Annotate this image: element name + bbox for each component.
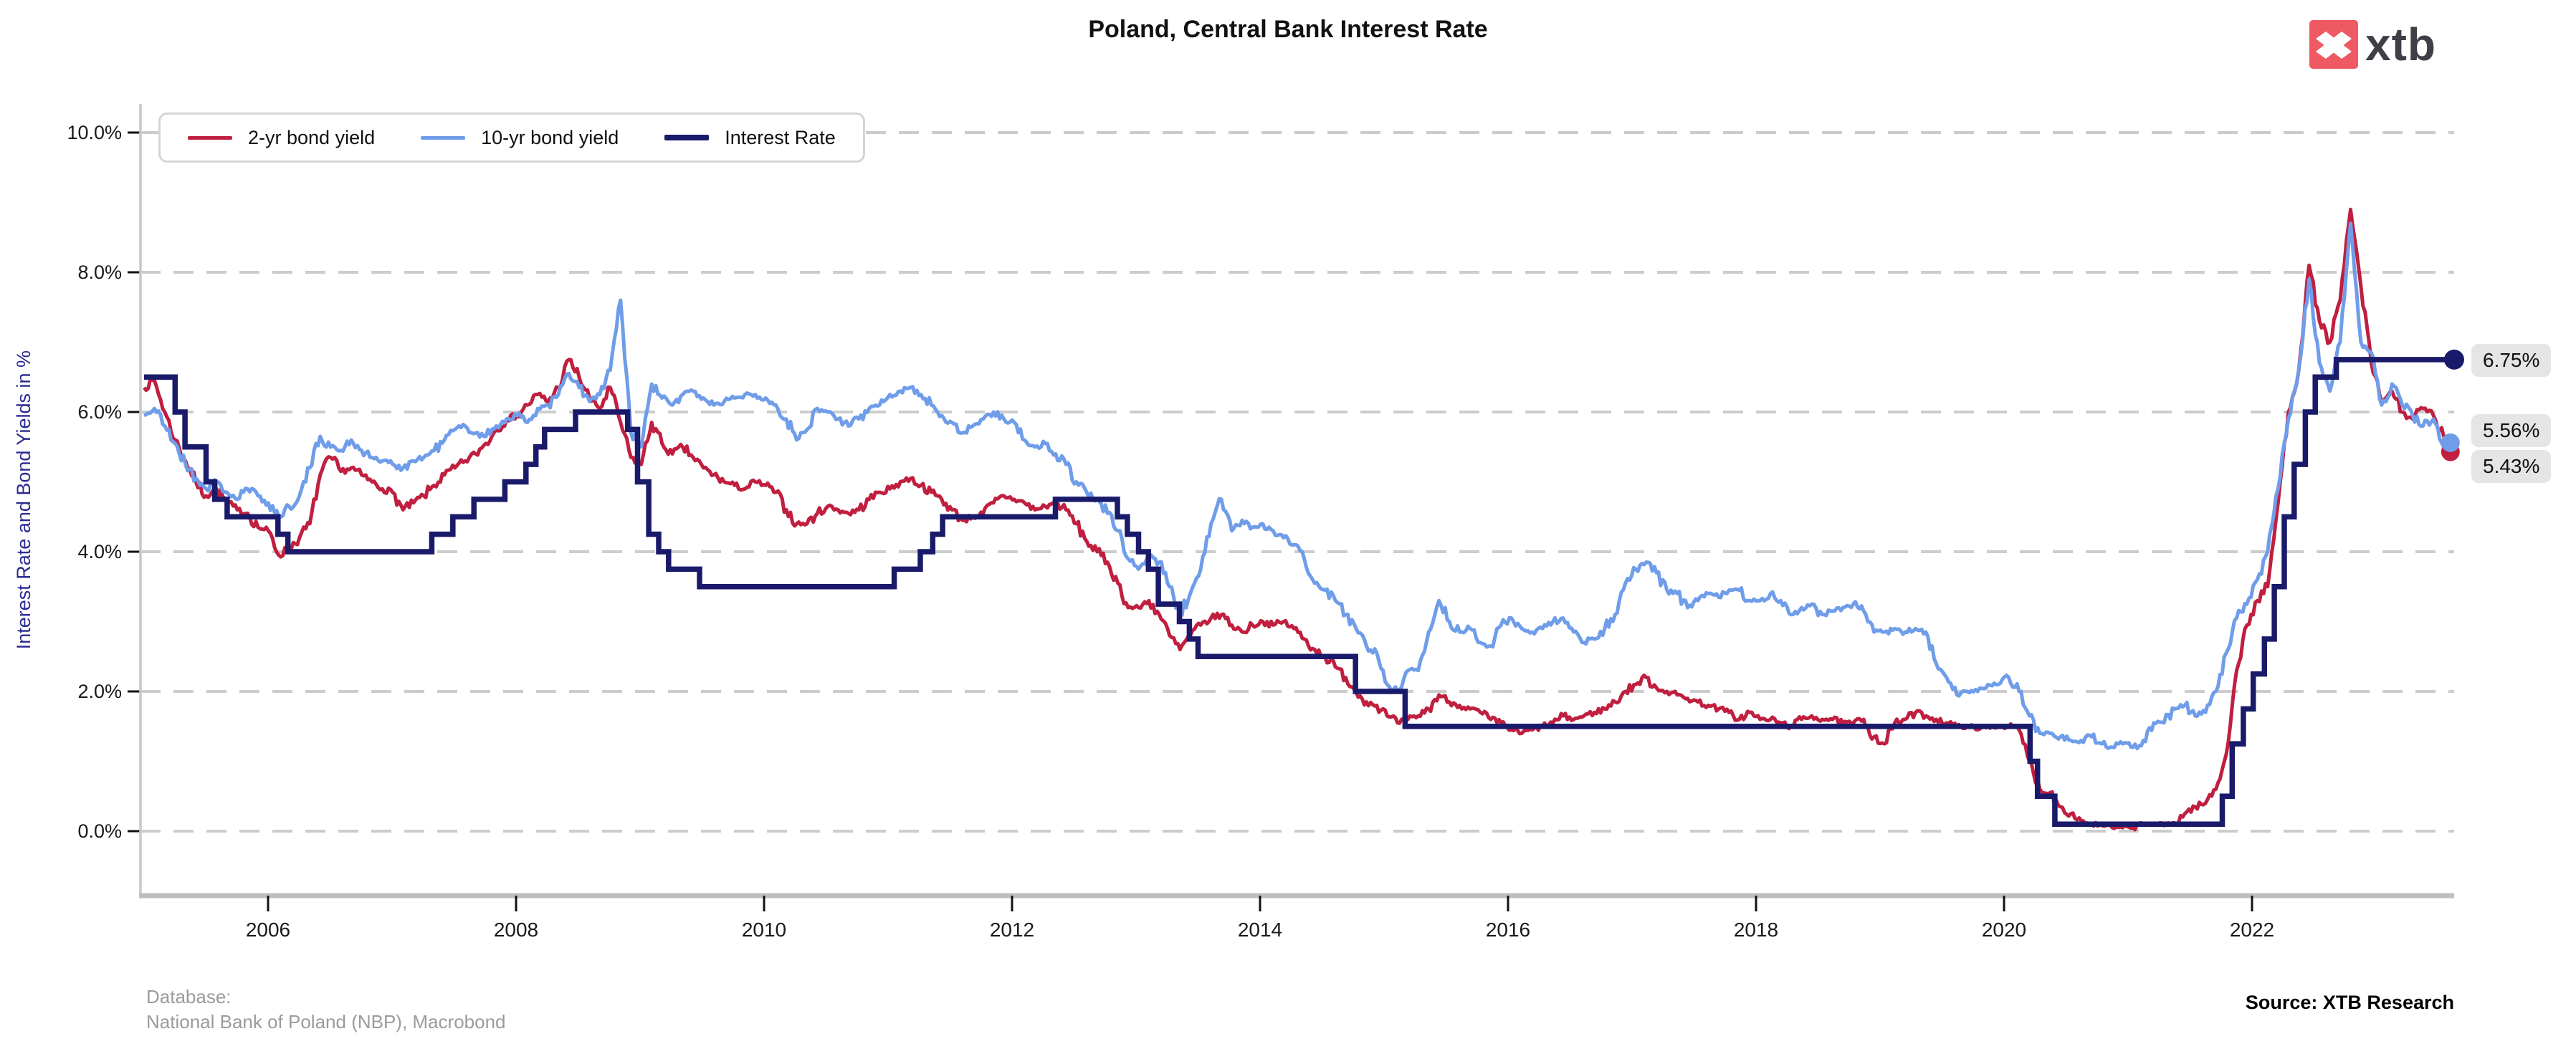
end-value-label: 5.43%: [2471, 450, 2552, 483]
y-tick-label: 8.0%: [77, 262, 122, 283]
end-value-label: 5.56%: [2471, 414, 2552, 447]
end-dot-10yr: [2441, 433, 2460, 452]
legend-line-swatch: [664, 135, 710, 140]
x-tick-label: 2018: [1734, 919, 1778, 941]
source-text: Source: XTB Research: [2245, 992, 2454, 1013]
legend-item-1: 2-yr bond yield: [188, 127, 375, 149]
legend-label: 2-yr bond yield: [248, 126, 376, 148]
database-label: Database:: [146, 986, 232, 1007]
legend: 2-yr bond yield 10-yr bond yield Interest …: [158, 112, 865, 163]
series-10yr-bond-yield: [143, 221, 2456, 751]
series-interest-rate: [143, 357, 2454, 828]
database-value: National Bank of Poland (NBP), Macrobond: [146, 1011, 506, 1032]
x-tick-label: 2020: [1982, 919, 2026, 941]
y-tick-label: 4.0%: [77, 541, 122, 562]
x-tick-label: 2006: [246, 919, 290, 941]
y-tick-label: 2.0%: [77, 681, 122, 702]
legend-line-swatch: [188, 135, 232, 140]
footer-database: Database: National Bank of Poland (NBP),…: [146, 984, 506, 1035]
end-value-label: 6.75%: [2471, 344, 2552, 377]
end-dot-interest-rate: [2443, 349, 2464, 370]
y-tick-label: 0.0%: [77, 820, 122, 842]
xtb-logo: xtb: [2309, 20, 2436, 69]
chart-title: Poland, Central Bank Interest Rate: [1088, 16, 1488, 43]
x-tick-label: 2022: [2230, 919, 2274, 941]
series-2yr-bond-yield: [143, 207, 2456, 832]
y-tick-label: 10.0%: [67, 122, 122, 143]
x-tick-label: 2012: [990, 919, 1034, 941]
y-axis-title-wrap: Interest Rate and Bond Yields in %: [13, 0, 35, 1000]
xtb-x-icon: [2309, 20, 2358, 69]
y-tick-label: 6.0%: [77, 401, 122, 423]
legend-label: Interest Rate: [725, 126, 836, 148]
x-tick-label: 2008: [494, 919, 538, 941]
y-axis-title: Interest Rate and Bond Yields in %: [13, 350, 34, 650]
xtb-logo-text: xtb: [2365, 19, 2436, 70]
legend-label: 10-yr bond yield: [481, 126, 619, 148]
legend-line-swatch: [421, 135, 466, 140]
legend-item-3: Interest Rate: [664, 127, 836, 149]
legend-item-2: 10-yr bond yield: [421, 127, 619, 149]
x-tick-label: 2010: [742, 919, 786, 941]
x-tick-label: 2014: [1238, 919, 1282, 941]
x-tick-label: 2016: [1486, 919, 1530, 941]
